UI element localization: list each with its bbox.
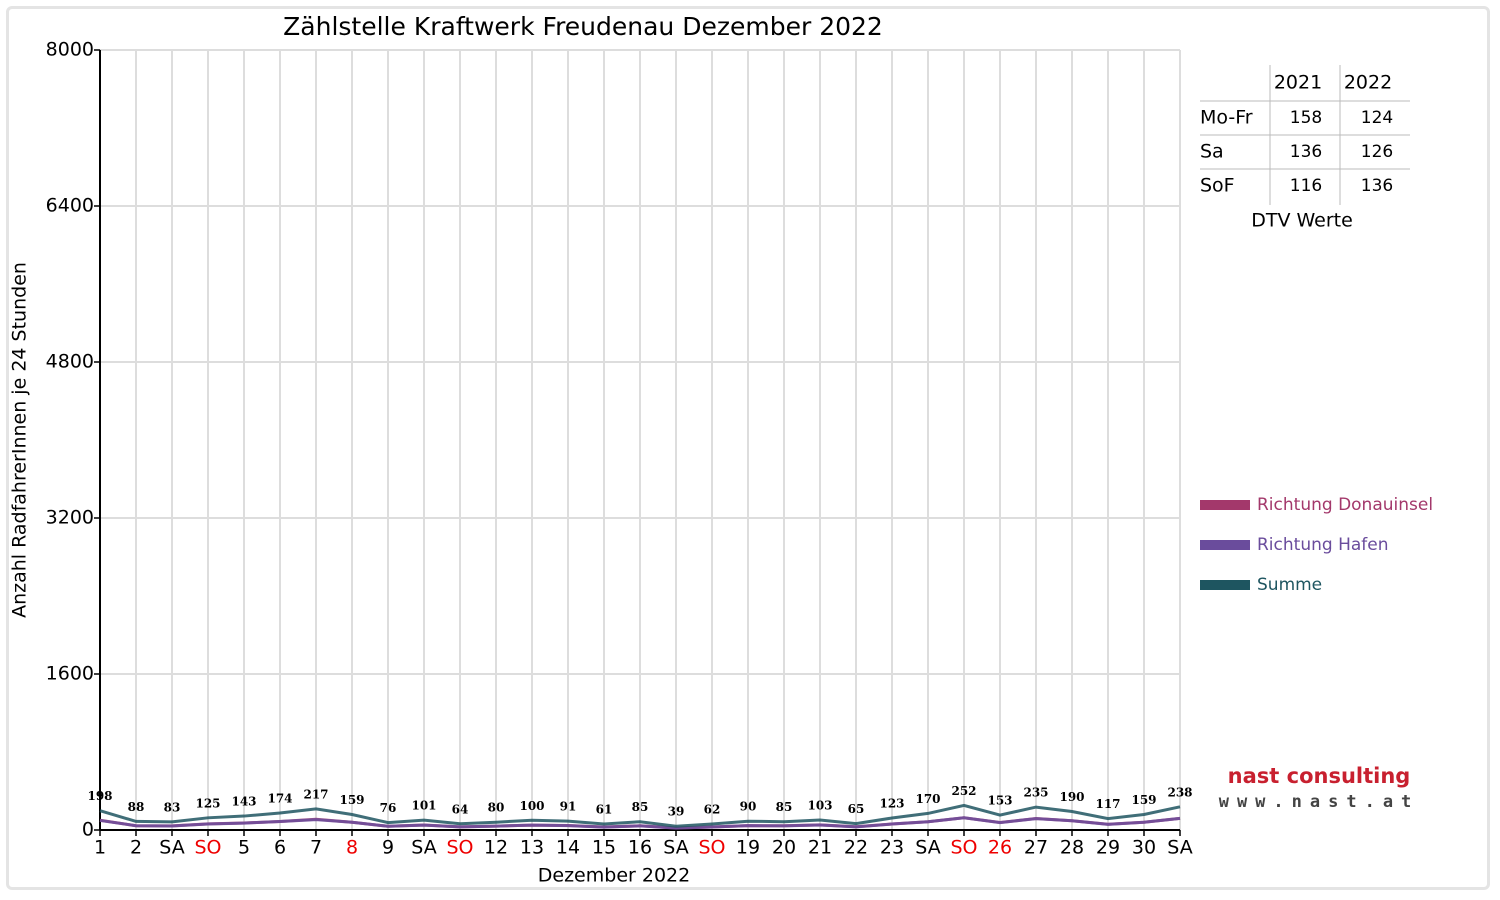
x-tick-label: 26 <box>988 837 1012 859</box>
data-label: 125 <box>195 796 220 810</box>
chart-title: Zählstelle Kraftwerk Freudenau Dezember … <box>283 12 883 41</box>
data-label: 100 <box>519 799 544 813</box>
x-tick-label: SO <box>698 837 725 859</box>
table-header: 2022 <box>1344 72 1392 94</box>
frame <box>6 6 1490 890</box>
data-label: 153 <box>987 794 1012 808</box>
x-tick-label: 8 <box>346 837 358 859</box>
x-tick-label: 23 <box>880 837 904 859</box>
data-label: 217 <box>303 787 328 801</box>
x-tick-label: 15 <box>592 837 616 859</box>
x-tick-label: 6 <box>274 837 286 859</box>
x-tick-label: 14 <box>556 837 580 859</box>
x-tick-label: 7 <box>310 837 322 859</box>
table-cell: 124 <box>1361 108 1393 128</box>
table-caption: DTV Werte <box>1251 210 1353 232</box>
x-axis-label: Dezember 2022 <box>538 865 690 887</box>
data-label: 91 <box>560 800 577 814</box>
data-label: 39 <box>668 805 685 819</box>
logo-name: nast consulting <box>1228 764 1411 788</box>
x-tick-label: 2 <box>130 837 142 859</box>
x-tick-label: SO <box>194 837 221 859</box>
x-tick-label: 30 <box>1132 837 1156 859</box>
data-label: 143 <box>231 795 256 809</box>
x-tick-label: 22 <box>844 837 868 859</box>
y-tick-label: 3200 <box>46 507 94 529</box>
legend-swatch <box>1200 580 1250 590</box>
x-tick-label: 19 <box>736 837 760 859</box>
x-tick-label: 9 <box>382 837 394 859</box>
x-tick-label: SA <box>663 837 688 859</box>
data-label: 88 <box>128 800 145 814</box>
legend-label: Richtung Hafen <box>1257 535 1388 555</box>
x-tick-label: SA <box>915 837 940 859</box>
data-label: 159 <box>339 793 364 807</box>
table-header: 2021 <box>1274 72 1322 94</box>
legend-swatch <box>1200 540 1250 550</box>
data-label: 174 <box>267 792 292 806</box>
data-label: 190 <box>1059 790 1084 804</box>
table-cell: 126 <box>1361 142 1393 162</box>
data-label: 198 <box>87 789 112 803</box>
data-label: 85 <box>632 800 649 814</box>
logo-box <box>1200 750 1443 825</box>
table-cell: 116 <box>1290 176 1322 196</box>
table-row-label: Mo-Fr <box>1200 107 1253 129</box>
data-label: 252 <box>951 784 976 798</box>
series-line <box>99 816 1181 830</box>
data-label: 83 <box>164 800 181 814</box>
data-label: 159 <box>1131 793 1156 807</box>
y-axis-label: Anzahl RadfahrerInnen je 24 Stunden <box>9 262 31 618</box>
data-label: 65 <box>848 802 865 816</box>
data-label: 76 <box>380 801 397 815</box>
y-tick-label: 1600 <box>46 663 94 685</box>
data-label: 80 <box>488 801 505 815</box>
data-label: 101 <box>411 799 436 813</box>
x-tick-label: 20 <box>772 837 796 859</box>
data-label: 235 <box>1023 786 1048 800</box>
x-tick-label: 21 <box>808 837 832 859</box>
x-tick-label: SA <box>1167 837 1192 859</box>
x-tick-label: SA <box>411 837 436 859</box>
x-tick-label: 5 <box>238 837 250 859</box>
x-tick-label: 13 <box>520 837 544 859</box>
y-tick-label: 0 <box>82 819 94 841</box>
data-label: 62 <box>704 802 721 816</box>
data-label: 117 <box>1095 797 1120 811</box>
legend-label: Summe <box>1257 575 1322 595</box>
table-cell: 158 <box>1290 108 1322 128</box>
y-tick-label: 4800 <box>46 351 94 373</box>
data-label: 90 <box>740 800 757 814</box>
data-label: 85 <box>776 800 793 814</box>
table-cell: 136 <box>1290 142 1322 162</box>
x-tick-label: 29 <box>1096 837 1120 859</box>
x-tick-label: SO <box>446 837 473 859</box>
x-tick-label: 27 <box>1024 837 1048 859</box>
data-label: 123 <box>879 797 904 811</box>
x-tick-label: 1 <box>94 837 106 859</box>
x-tick-label: SO <box>950 837 977 859</box>
logo-url: www.nast.at <box>1219 792 1420 812</box>
data-label: 61 <box>596 803 613 817</box>
x-tick-label: 28 <box>1060 837 1084 859</box>
x-tick-label: 12 <box>484 837 508 859</box>
data-label: 64 <box>452 802 469 816</box>
y-tick-label: 8000 <box>46 39 94 61</box>
x-tick-label: 16 <box>628 837 652 859</box>
x-tick-label: SA <box>159 837 184 859</box>
table-row-label: SoF <box>1200 175 1235 197</box>
table-cell: 136 <box>1361 176 1393 196</box>
table-row-label: Sa <box>1200 141 1224 163</box>
series-line <box>99 803 1181 828</box>
data-label: 238 <box>1167 785 1192 799</box>
legend-label: Richtung Donauinsel <box>1257 495 1433 515</box>
y-tick-label: 6400 <box>46 195 94 217</box>
data-label: 103 <box>807 798 832 812</box>
data-label: 170 <box>915 792 940 806</box>
legend-swatch <box>1200 500 1250 510</box>
